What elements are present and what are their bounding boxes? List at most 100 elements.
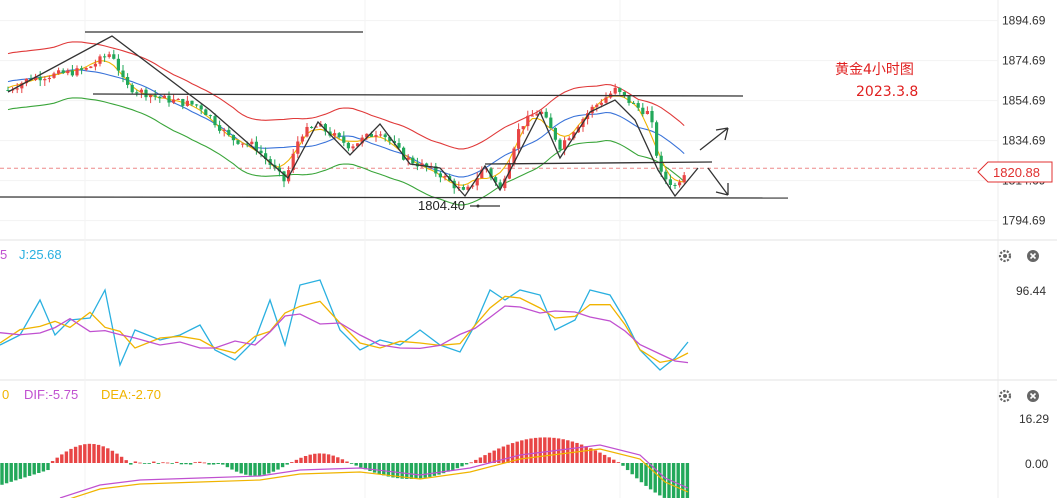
macd-dea-label: DEA:-2.70 [101,387,161,402]
macd-histogram-bar [405,463,409,479]
candle-body [356,143,360,147]
macd-histogram-bar [506,444,510,463]
candle-body [664,171,668,180]
candle-body [503,178,507,189]
candle-body [149,95,153,98]
candle-body [195,104,199,106]
macd-histogram-bar [267,463,271,474]
macd-histogram-bar [138,462,142,464]
candle-body [622,92,626,96]
macd-histogram-bar [147,463,151,464]
macd-histogram-bar [313,453,317,463]
candle-body [392,141,396,144]
macd-histogram-bar [349,463,354,464]
candle-body [139,89,143,93]
macd-histogram-bar [382,463,386,476]
candle-body [112,54,116,59]
candle-body [540,111,544,114]
macd-histogram-bar [331,455,335,463]
macd-histogram-bar [377,463,381,475]
macd-histogram-bar [161,462,165,464]
candle-body [144,89,148,98]
kdj-settings-icon[interactable] [998,249,1012,263]
candle-body [549,117,553,128]
price-axis: 1894.691874.691854.691834.691814.691794.… [1002,14,1046,228]
candle-body [24,78,28,84]
resistance-line-mid [92,93,744,97]
candle-body [126,77,130,85]
candle-body [6,90,10,91]
candle-body [116,58,120,71]
macd-histogram-bar [41,463,46,472]
candle-body [379,134,383,136]
candle-body [498,182,502,189]
macd-histogram-bar [69,448,73,463]
macd-histogram-bar [543,437,547,463]
candle-body [52,73,56,78]
candle-body [254,141,258,151]
macd-histogram-bar [414,463,418,479]
macd-histogram-bar [198,461,202,463]
candle-body [199,105,203,110]
candle-body [425,163,429,168]
macd-histogram-bar [625,463,630,471]
macd-histogram-bar [510,443,515,463]
candle-body [351,146,355,149]
kdj-close-icon[interactable] [1027,250,1039,262]
macd-histogram-bar [428,463,432,477]
macd-histogram-bar [285,463,289,465]
macd-tick-zero: 0.00 [1025,457,1049,471]
macd-settings-icon[interactable] [998,389,1012,403]
macd-histogram-bar [299,457,303,463]
macd-histogram-bar [630,463,634,475]
candle-body [333,133,337,136]
price-tick-label: 1834.69 [1002,134,1046,148]
macd-histogram-bar [211,463,216,465]
macd-histogram-bar [50,461,55,463]
macd-histogram-bar [589,448,593,463]
candle-body [135,92,139,94]
macd-histogram-bar [524,439,529,463]
candle-body [650,111,654,123]
candle-body [595,104,599,107]
macd-histogram-bar [0,463,4,485]
candle-body [208,115,212,117]
macd-histogram-bar [18,463,23,479]
candle-body [632,102,636,104]
macd-histogram-bar [340,459,345,463]
candle-body [544,111,548,118]
candle-body [259,150,263,154]
macd-histogram-bar [317,453,322,463]
macd-histogram-bar [359,463,363,468]
macd-histogram-bar [667,463,671,498]
grid-lines [0,0,998,498]
macd-tick-top: 16.29 [1019,412,1049,426]
macd-histogram-bar [423,463,427,478]
candle-body [641,107,645,115]
macd-prefix-label: 0 [2,387,9,402]
candle-body [443,176,447,178]
macd-histogram-bar [23,463,27,478]
candle-body [360,137,364,144]
candle-body [57,70,61,74]
candle-body [300,136,304,142]
candle-body [397,143,401,148]
macd-histogram-bar [478,457,483,463]
macd-histogram-bar [322,453,326,463]
candle-body [93,63,97,67]
candle-body [213,116,217,126]
macd-close-icon[interactable] [1027,390,1039,402]
macd-histogram-bar [46,463,50,471]
candle-body [241,143,245,145]
macd-histogram-bar [175,461,179,463]
low-price-label: 1804.40 [418,198,465,213]
macd-histogram-bar [253,463,257,476]
macd-histogram-bar [653,463,657,493]
candle-body [599,102,603,105]
candle-body [231,134,235,141]
macd-histogram-bar [326,454,331,463]
macd-histogram-bar [179,463,184,465]
price-tick-label: 1794.69 [1002,214,1046,228]
macd-histogram-bar [354,463,358,466]
candle-body [236,140,240,144]
